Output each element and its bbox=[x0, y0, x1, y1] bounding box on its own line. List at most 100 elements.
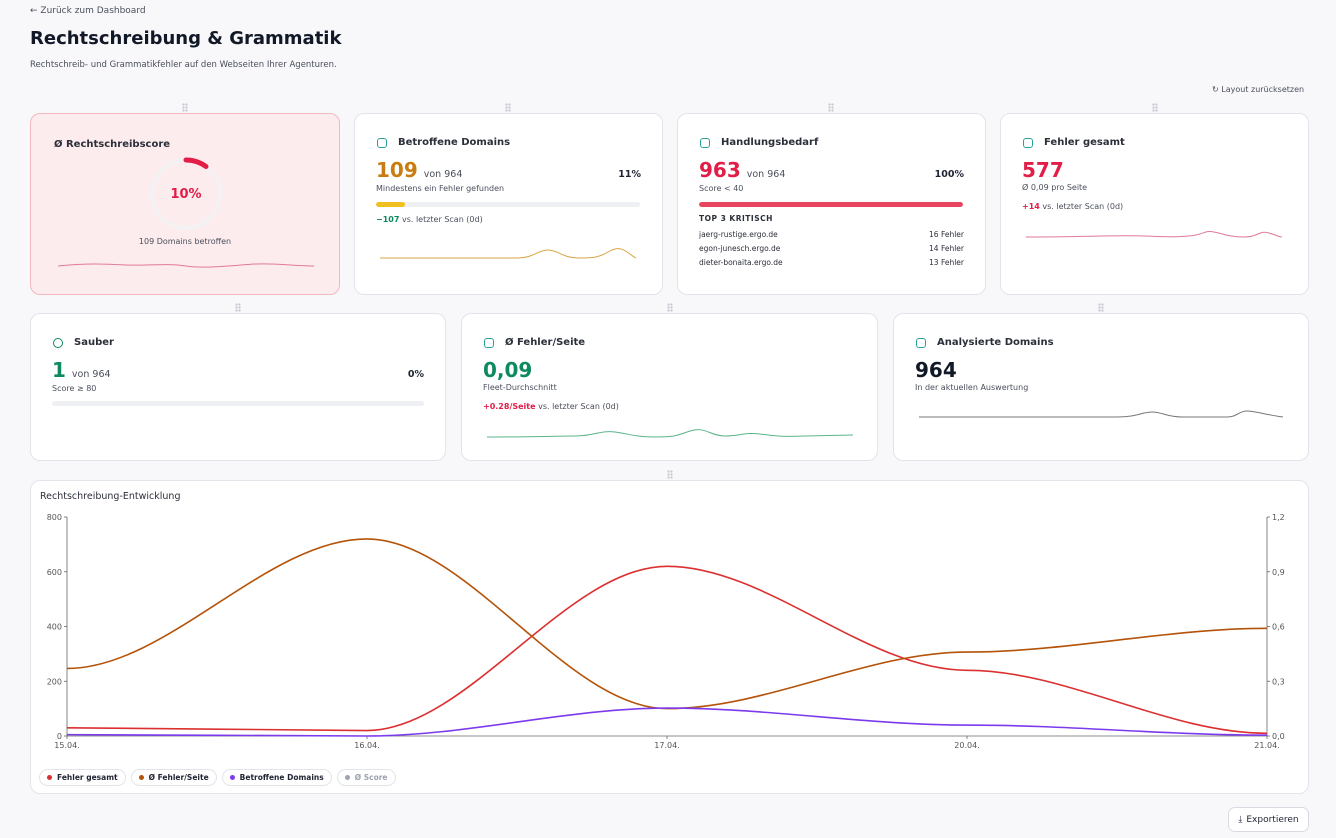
drag-handle[interactable] bbox=[667, 470, 673, 479]
delta-value: +14 bbox=[1022, 202, 1040, 211]
sparkline bbox=[380, 248, 637, 259]
back-link[interactable]: ← Zurück zum Dashboard bbox=[30, 6, 146, 16]
delta: +0.28/Seite vs. letzter Scan (0d) bbox=[483, 402, 619, 411]
y2-tick-label: 0,0 bbox=[1272, 732, 1285, 741]
y2-tick-label: 0,9 bbox=[1272, 568, 1285, 577]
card-clean: Sauber 1 von 964 0% Score ≥ 80 bbox=[30, 313, 446, 461]
chart: 0 200 400 600 800 0,0 0,3 0,6 0,9 1,2 15.04. 16.04.… bbox=[47, 513, 1285, 750]
sparkline bbox=[486, 429, 854, 438]
list-errors: 16 Fehler bbox=[929, 230, 964, 239]
drag-handle[interactable] bbox=[182, 103, 188, 112]
list-domain: dieter-bonaita.ergo.de bbox=[699, 258, 783, 267]
card-note: Fleet-Durchschnitt bbox=[483, 383, 557, 392]
legend-label[interactable]: Fehler gesamt bbox=[57, 773, 118, 782]
card-title: Betroffene Domains bbox=[398, 137, 511, 148]
card-value: 964 bbox=[915, 358, 957, 382]
icon bbox=[916, 338, 926, 348]
card-affected: Betroffene Domains 109 von 964 11% Mindest… bbox=[354, 113, 663, 295]
legend-item[interactable]: Fehler gesamt bbox=[39, 769, 126, 786]
card-value: 577 bbox=[1022, 158, 1064, 182]
export-label[interactable]: Exportieren bbox=[1246, 814, 1299, 825]
drag-handle[interactable] bbox=[1098, 303, 1104, 312]
list-title: TOP 3 KRITISCH bbox=[699, 214, 773, 223]
series-line bbox=[66, 565, 1268, 735]
x-tick-label: 21.04. bbox=[1254, 741, 1279, 750]
card-title: Ø Rechtschreibscore bbox=[54, 139, 171, 150]
value-row: 109 von 964 11% bbox=[376, 158, 641, 182]
card-title: Analysierte Domains bbox=[937, 337, 1054, 348]
legend-item[interactable]: Betroffene Domains bbox=[221, 769, 332, 786]
list-domain: egon-junesch.ergo.de bbox=[699, 244, 781, 253]
legend-swatch bbox=[229, 775, 235, 780]
value-row: 964 bbox=[915, 358, 1287, 382]
sparkline bbox=[919, 410, 1284, 418]
page-subtitle: Rechtschreib- und Grammatikfehler auf de… bbox=[30, 60, 337, 70]
icon bbox=[484, 338, 494, 348]
legend-swatch bbox=[344, 775, 350, 780]
progress-fill bbox=[376, 202, 406, 207]
x-tick-label: 15.04. bbox=[54, 741, 79, 750]
legend-label[interactable]: Ø Score bbox=[354, 773, 388, 782]
legend-item[interactable]: Ø Fehler/Seite bbox=[130, 769, 217, 786]
card-score: Ø Rechtschreibscore 10% 109 Domains betr… bbox=[30, 113, 340, 295]
reset-layout[interactable]: ↻ Layout zurücksetzen bbox=[1212, 85, 1305, 94]
card-per-page: Ø Fehler/Seite 0,09 Fleet-Durchschnitt +… bbox=[461, 313, 878, 461]
ring-arc bbox=[149, 157, 223, 231]
drag-handle[interactable] bbox=[667, 303, 673, 312]
card-note: 109 Domains betroffen bbox=[138, 237, 232, 246]
drag-handle[interactable] bbox=[505, 103, 511, 112]
y-tick-label: 200 bbox=[47, 677, 62, 686]
drag-handle[interactable] bbox=[1152, 103, 1158, 112]
y2-tick-label: 0,3 bbox=[1272, 677, 1285, 686]
card-percent: 11% bbox=[618, 169, 641, 180]
icon bbox=[700, 138, 710, 148]
icon bbox=[377, 138, 387, 148]
reset-label[interactable]: Layout zurücksetzen bbox=[1221, 85, 1305, 94]
series-line bbox=[66, 707, 1268, 737]
delta-note: vs. letzter Scan (0d) bbox=[1042, 202, 1124, 211]
card-note: Mindestens ein Fehler gefunden bbox=[376, 184, 505, 193]
delta-note: vs. letzter Scan (0d) bbox=[538, 402, 619, 411]
card-of: von 964 bbox=[746, 169, 786, 180]
score-ring: 10% bbox=[149, 157, 223, 231]
export-button[interactable]: ⤓ Exportieren bbox=[1228, 807, 1309, 832]
card-title: Sauber bbox=[74, 337, 114, 348]
delta-value: +0.28/Seite bbox=[483, 402, 536, 411]
list-domain: jaerg-rustige.ergo.de bbox=[699, 230, 778, 239]
card-value: 109 bbox=[376, 158, 418, 182]
list-row: jaerg-rustige.ergo.de 16 Fehler bbox=[699, 230, 964, 244]
value-row: 0,09 bbox=[483, 358, 856, 382]
progress-track bbox=[699, 202, 963, 207]
card-value: 0,09 bbox=[483, 358, 533, 382]
y-tick-label: 800 bbox=[47, 513, 62, 522]
y-tick-label: 400 bbox=[47, 623, 62, 632]
sparkline bbox=[1025, 231, 1283, 238]
card-analysed: Analysierte Domains 964 In der aktuellen… bbox=[893, 313, 1309, 461]
y-tick-label: 0 bbox=[57, 732, 62, 741]
card-value: 1 bbox=[52, 358, 66, 382]
drag-handle[interactable] bbox=[235, 303, 241, 312]
delta-value: −107 bbox=[376, 215, 400, 224]
progress-fill bbox=[699, 202, 963, 207]
value-row: 577 bbox=[1022, 158, 1287, 182]
legend-label[interactable]: Betroffene Domains bbox=[239, 773, 324, 782]
chart-title: Rechtschreibung-Entwicklung bbox=[40, 491, 181, 502]
y2-tick-label: 1,2 bbox=[1272, 513, 1285, 522]
legend-label[interactable]: Ø Fehler/Seite bbox=[148, 773, 209, 782]
top-list: jaerg-rustige.ergo.de 16 Fehler egon-junes… bbox=[699, 230, 964, 272]
delta-note: vs. letzter Scan (0d) bbox=[401, 215, 483, 224]
icon bbox=[53, 338, 63, 348]
card-value: 963 bbox=[699, 158, 741, 182]
drag-handle[interactable] bbox=[828, 103, 834, 112]
legend-item[interactable]: Ø Score bbox=[336, 769, 396, 786]
card-title: Fehler gesamt bbox=[1044, 137, 1125, 148]
progress-track bbox=[376, 202, 640, 207]
card-percent: 0% bbox=[407, 369, 424, 380]
value-row: 963 von 964 100% bbox=[699, 158, 964, 182]
x-tick-label: 17.04. bbox=[654, 741, 679, 750]
score-label: 10% bbox=[170, 187, 201, 202]
card-errors: Fehler gesamt 577 Ø 0,09 pro Seite +14 v… bbox=[1000, 113, 1309, 295]
x-tick-label: 20.04. bbox=[954, 741, 979, 750]
x-tick-label: 16.04. bbox=[354, 741, 379, 750]
